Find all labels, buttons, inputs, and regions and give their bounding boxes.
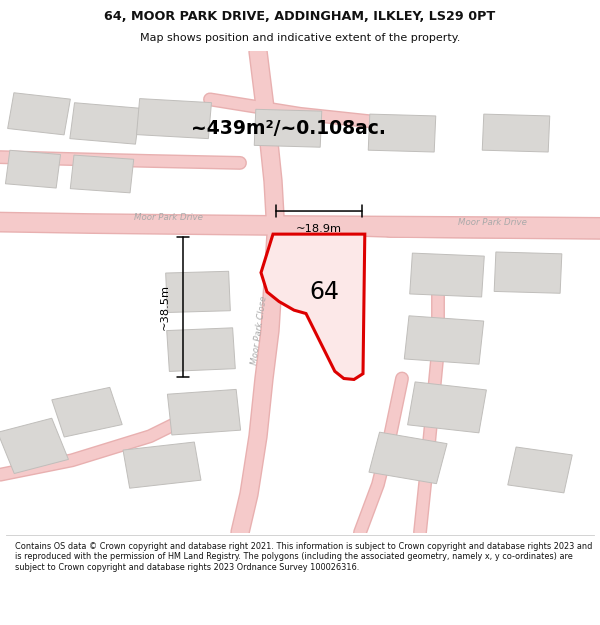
Polygon shape <box>261 234 365 379</box>
Polygon shape <box>5 150 61 188</box>
Polygon shape <box>508 447 572 493</box>
Polygon shape <box>52 388 122 437</box>
Text: ~38.5m: ~38.5m <box>160 284 170 330</box>
Polygon shape <box>407 382 487 433</box>
Polygon shape <box>494 252 562 293</box>
Polygon shape <box>482 114 550 152</box>
Text: 64: 64 <box>309 280 339 304</box>
Text: Moor Park Drive: Moor Park Drive <box>134 213 202 222</box>
Text: 64, MOOR PARK DRIVE, ADDINGHAM, ILKLEY, LS29 0PT: 64, MOOR PARK DRIVE, ADDINGHAM, ILKLEY, … <box>104 10 496 23</box>
Polygon shape <box>123 442 201 488</box>
Polygon shape <box>137 99 211 139</box>
Polygon shape <box>0 418 68 474</box>
Polygon shape <box>368 114 436 152</box>
Text: ~439m²/~0.108ac.: ~439m²/~0.108ac. <box>191 119 385 138</box>
Polygon shape <box>166 271 230 312</box>
Polygon shape <box>404 316 484 364</box>
Polygon shape <box>369 432 447 484</box>
Text: Moor Park Close: Moor Park Close <box>250 296 268 366</box>
Text: Moor Park Drive: Moor Park Drive <box>458 217 526 227</box>
Polygon shape <box>167 328 235 371</box>
Polygon shape <box>70 102 140 144</box>
Text: Map shows position and indicative extent of the property.: Map shows position and indicative extent… <box>140 33 460 43</box>
Polygon shape <box>167 389 241 435</box>
Polygon shape <box>70 155 134 193</box>
Polygon shape <box>254 109 322 148</box>
Polygon shape <box>410 253 484 297</box>
Text: Contains OS data © Crown copyright and database right 2021. This information is : Contains OS data © Crown copyright and d… <box>15 542 592 571</box>
Polygon shape <box>8 92 70 135</box>
Text: ~18.9m: ~18.9m <box>296 224 342 234</box>
